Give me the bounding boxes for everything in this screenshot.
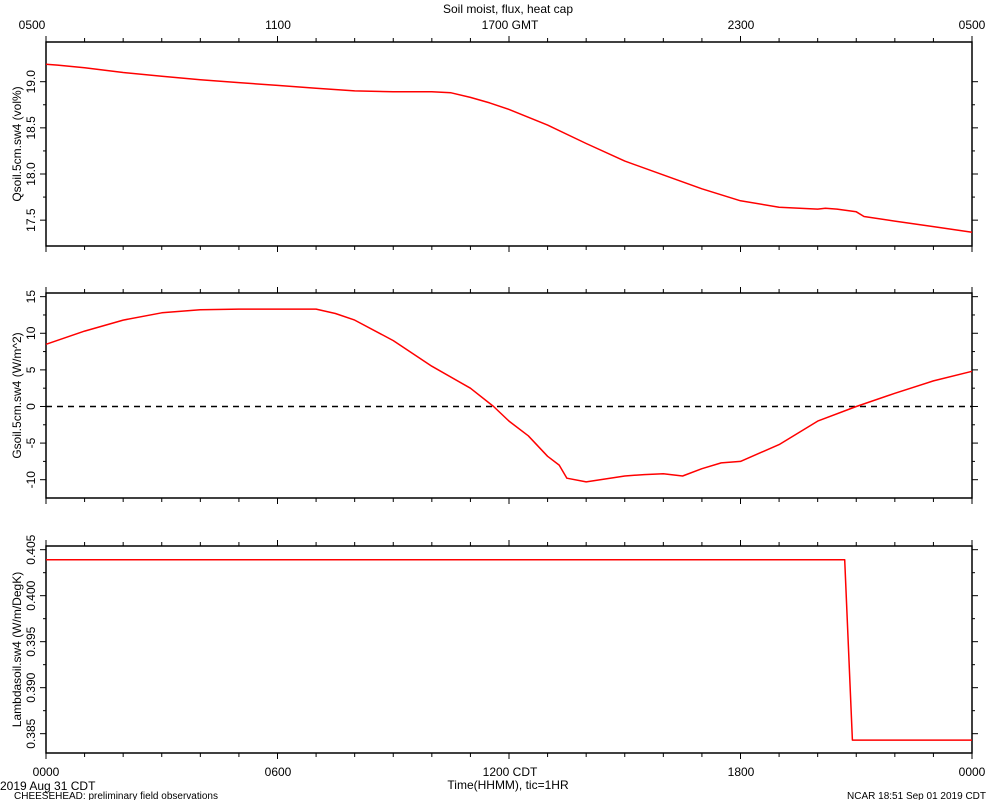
plot-frame [45,292,973,499]
x-axis-label: Time(HHMM), tic=1HR [447,778,569,792]
series-line [46,559,972,741]
top-tick-label: 1100 [265,18,291,32]
footer-date: 2019 Aug 31 CDT [0,779,96,793]
y-tick-label: 0.385 [24,718,38,748]
bottom-tick-label: 1800 [728,765,755,779]
top-tick-label: 2300 [728,18,755,32]
bottom-tick-label: 0000 [33,765,60,779]
y-tick-label: 15 [24,290,38,304]
plot-frame [45,545,973,754]
y-axis-label: Qsoil.5cm.sw4 (vol%) [10,86,24,201]
panel-soil-heat-flux: -10 -5 0 5 10 15 Gsoil.5cm.sw4 (W/m^2) [10,287,978,504]
chart-title: Soil moist, flux, heat cap [443,2,573,16]
top-tick-label: 1700 GMT [482,18,539,32]
bottom-tick-label: 0000 [959,765,986,779]
y-tick-label: 18.0 [24,162,38,186]
y-tick-label: 0.400 [24,580,38,610]
top-tick-label: 0500 [959,18,986,32]
y-tick-label: 17.5 [24,208,38,232]
series-line [45,308,973,483]
bottom-tick-label: 1200 CDT [483,765,538,779]
top-axis-labels: 0500 1100 1700 GMT 2300 0500 [19,18,986,32]
y-tick-label: 0 [24,403,38,410]
y-tick-label: 10 [24,326,38,340]
footer-stamp: NCAR 18:51 Sep 01 2019 CDT [847,791,986,800]
y-axis-label: Gsoil.5cm.sw4 (W/m^2) [10,332,24,458]
panel-thermal-conductivity: 0.385 0.390 0.395 0.400 0.405Lambdasoil.sw4 … [10,534,978,759]
y-tick-label: 5 [24,366,38,373]
plot-frame [45,41,973,247]
bottom-axis-labels: 0000 0600 1200 CDT 1800 0000 [33,765,986,779]
y-tick-label: 19.0 [24,70,38,94]
series-line [45,63,973,233]
y-tick-label: 0.405 [24,534,38,564]
top-tick-label: 0500 [19,18,46,32]
footer-project: CHEESEHEAD: preliminary field observatio… [14,791,218,800]
y-tick-label: 0.390 [24,672,38,702]
bottom-tick-label: 0600 [265,765,292,779]
y-tick-label: -5 [24,437,38,448]
y-tick-label: -10 [24,471,38,489]
y-tick-label: 0.395 [24,626,38,656]
y-axis-label: Lambdasoil.sw4 (W/m/DegK) [10,572,24,727]
y-tick-label: 18.5 [24,116,38,140]
